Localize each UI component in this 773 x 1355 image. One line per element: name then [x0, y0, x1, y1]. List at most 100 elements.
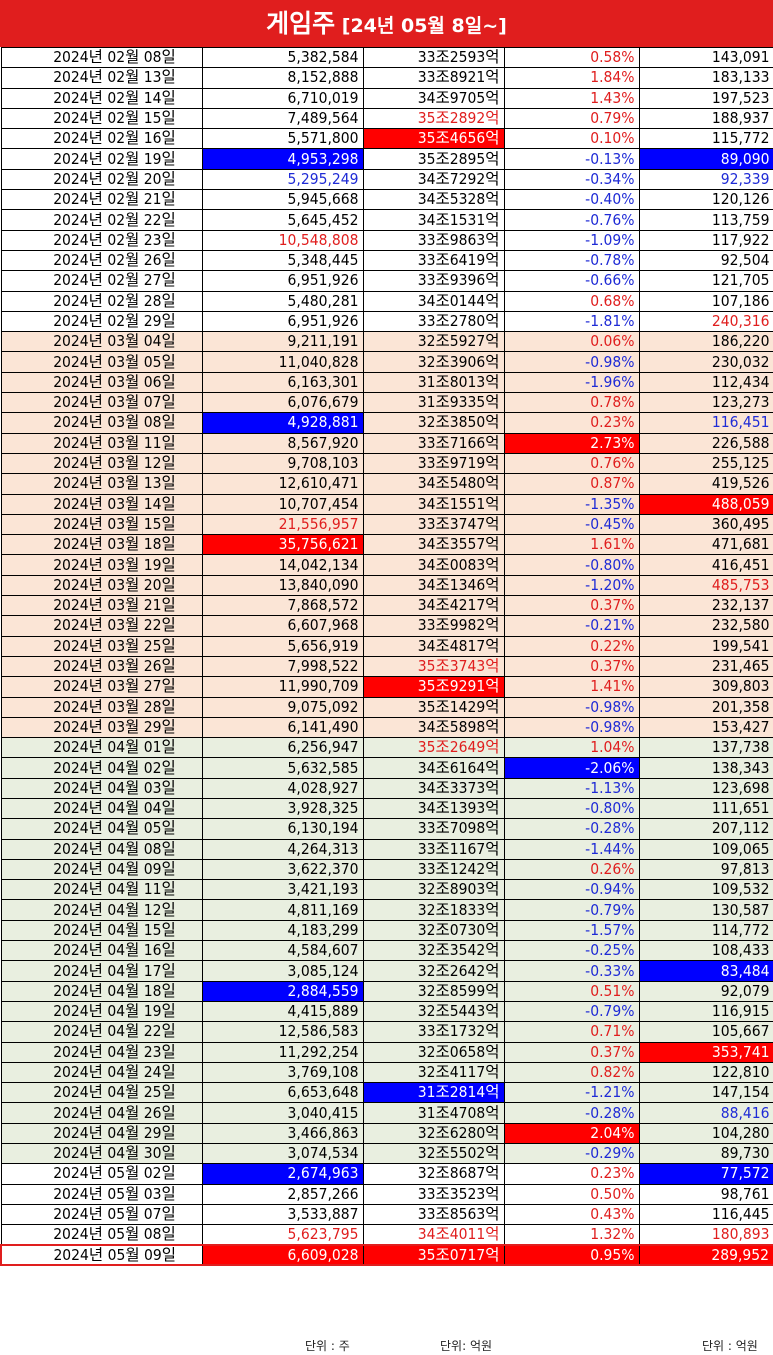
- amount-cell: 120,126: [638, 189, 773, 211]
- change-cell: 0.10%: [503, 128, 640, 150]
- change-cell: -1.13%: [503, 777, 640, 799]
- market-cap-cell: 32조5502억: [362, 1143, 505, 1165]
- market-cap-cell: 33조1242억: [362, 858, 505, 881]
- amount-cell: 123,698: [638, 777, 773, 799]
- market-cap-cell: 34조4011억: [362, 1224, 505, 1246]
- market-cap-cell: 34조5898억: [362, 716, 505, 739]
- amount-cell: 109,532: [638, 879, 773, 901]
- table-row: 2024년 03월 29일 6,141,490 34조5898억 -0.98% 153,…: [0, 716, 773, 739]
- amount-cell: 255,125: [638, 452, 773, 475]
- change-cell: -0.45%: [503, 513, 640, 536]
- volume-cell: 5,382,584: [201, 46, 364, 69]
- table-row: 2024년 04월 25일 6,653,648 31조2814억 -1.21% 147,…: [0, 1082, 773, 1104]
- table-row: 2024년 03월 18일 35,756,621 34조3557억 1.61% 471,…: [0, 534, 773, 556]
- amount-cell: 83,484: [638, 960, 773, 982]
- table-row: 2024년 04월 24일 3,769,108 32조4117억 0.82% 122,8…: [0, 1061, 773, 1084]
- volume-cell: 11,040,828: [201, 351, 364, 373]
- date-cell: 2024년 05월 07일: [0, 1203, 203, 1226]
- market-cap-cell: 34조1551억: [362, 493, 505, 515]
- date-cell: 2024년 04월 12일: [0, 899, 203, 921]
- change-cell: -2.06%: [503, 757, 640, 779]
- amount-cell: 89,730: [638, 1143, 773, 1165]
- market-cap-cell: 32조0730억: [362, 919, 505, 942]
- amount-cell: 89,090: [638, 148, 773, 170]
- change-cell: 0.82%: [503, 1061, 640, 1084]
- date-cell: 2024년 03월 29일: [0, 716, 203, 739]
- table-row: 2024년 02월 16일 5,571,800 35조4656억 0.10% 115,7…: [0, 128, 773, 150]
- amount-cell: 309,803: [638, 676, 773, 698]
- table-row: 2024년 02월 22일 5,645,452 34조1531억 -0.76% 113,…: [0, 209, 773, 231]
- table-row: 2024년 03월 13일 12,610,471 34조5480억 0.87% 419,…: [0, 473, 773, 495]
- change-cell: -0.79%: [503, 1000, 640, 1023]
- volume-cell: 10,548,808: [201, 229, 364, 251]
- change-cell: -1.09%: [503, 229, 640, 251]
- date-cell: 2024년 03월 15일: [0, 513, 203, 536]
- volume-cell: 6,951,926: [201, 270, 364, 292]
- date-cell: 2024년 04월 08일: [0, 838, 203, 860]
- amount-cell: 488,059: [638, 493, 773, 515]
- volume-cell: 4,264,313: [201, 838, 364, 860]
- change-cell: 0.76%: [503, 452, 640, 475]
- volume-cell: 6,163,301: [201, 371, 364, 394]
- change-cell: -0.98%: [503, 696, 640, 718]
- table-row: 2024년 04월 04일 3,928,325 34조1393억 -0.80% 111,…: [0, 797, 773, 820]
- table-row: 2024년 04월 01일 6,256,947 35조2649억 1.04% 137,7…: [0, 737, 773, 759]
- date-cell: 2024년 04월 03일: [0, 777, 203, 799]
- volume-cell: 6,130,194: [201, 818, 364, 840]
- amount-cell: 97,813: [638, 858, 773, 881]
- table-row: 2024년 04월 29일 3,466,863 32조6280억 2.04% 104,2…: [0, 1122, 773, 1145]
- change-cell: 1.61%: [503, 534, 640, 556]
- change-cell: 0.68%: [503, 290, 640, 312]
- table-row: 2024년 03월 05일 11,040,828 32조3906억 -0.98% 230…: [0, 351, 773, 373]
- market-cap-cell: 34조3557억: [362, 534, 505, 556]
- date-cell: 2024년 02월 14일: [0, 87, 203, 109]
- table-row: 2024년 03월 06일 6,163,301 31조8013억 -1.96% 112,…: [0, 371, 773, 394]
- market-cap-cell: 32조4117억: [362, 1061, 505, 1084]
- date-cell: 2024년 04월 23일: [0, 1041, 203, 1063]
- table-row: 2024년 03월 19일 14,042,134 34조0083억 -0.80% 416…: [0, 554, 773, 576]
- date-cell: 2024년 03월 12일: [0, 452, 203, 475]
- amount-cell: 138,343: [638, 757, 773, 779]
- amount-cell: 109,065: [638, 838, 773, 860]
- amount-cell: 153,427: [638, 716, 773, 739]
- amount-cell: 186,220: [638, 331, 773, 353]
- table-row: 2024년 03월 21일 7,868,572 34조4217억 0.37% 232,1…: [0, 595, 773, 617]
- amount-cell: 108,433: [638, 940, 773, 962]
- amount-cell: 419,526: [638, 473, 773, 495]
- amount-cell: 232,580: [638, 615, 773, 637]
- volume-cell: 4,953,298: [201, 148, 364, 170]
- amount-cell: 289,952: [638, 1244, 773, 1267]
- volume-cell: 5,571,800: [201, 128, 364, 150]
- date-cell: 2024년 04월 05일: [0, 818, 203, 840]
- table-row: 2024년 02월 26일 5,348,445 33조6419억 -0.78% 92,5…: [0, 249, 773, 272]
- amount-cell: 226,588: [638, 432, 773, 454]
- volume-cell: 10,707,454: [201, 493, 364, 515]
- date-cell: 2024년 02월 21일: [0, 189, 203, 211]
- table-row: 2024년 02월 20일 5,295,249 34조7292억 -0.34% 92,3…: [0, 168, 773, 191]
- change-cell: -0.98%: [503, 351, 640, 373]
- date-cell: 2024년 02월 28일: [0, 290, 203, 312]
- date-cell: 2024년 03월 11일: [0, 432, 203, 454]
- amount-cell: 353,741: [638, 1041, 773, 1063]
- market-cap-cell: 33조9982억: [362, 615, 505, 637]
- market-cap-cell: 34조7292억: [362, 168, 505, 191]
- table-row: 2024년 04월 11일 3,421,193 32조8903억 -0.94% 109,…: [0, 879, 773, 901]
- table-row: 2024년 04월 12일 4,811,169 32조1833억 -0.79% 130,…: [0, 899, 773, 921]
- table-row: 2024년 05월 02일 2,674,963 32조8687억 0.23% 77,57…: [0, 1163, 773, 1185]
- date-cell: 2024년 03월 27일: [0, 676, 203, 698]
- date-cell: 2024년 03월 25일: [0, 635, 203, 657]
- table-row: 2024년 03월 26일 7,998,522 35조3743억 0.37% 231,4…: [0, 655, 773, 678]
- volume-cell: 12,586,583: [201, 1021, 364, 1043]
- market-cap-cell: 33조2593억: [362, 46, 505, 69]
- market-cap-cell: 33조9863억: [362, 229, 505, 251]
- amount-cell: 88,416: [638, 1102, 773, 1124]
- table-row: 2024년 03월 25일 5,656,919 34조4817억 0.22% 199,5…: [0, 635, 773, 657]
- table-row: 2024년 03월 12일 9,708,103 33조9719억 0.76% 255,1…: [0, 452, 773, 475]
- amount-cell: 199,541: [638, 635, 773, 657]
- volume-cell: 4,811,169: [201, 899, 364, 921]
- volume-cell: 3,928,325: [201, 797, 364, 820]
- amount-cell: 112,434: [638, 371, 773, 394]
- change-cell: -0.76%: [503, 209, 640, 231]
- table-row: 2024년 03월 28일 9,075,092 35조1429억 -0.98% 201,…: [0, 696, 773, 718]
- change-cell: 0.06%: [503, 331, 640, 353]
